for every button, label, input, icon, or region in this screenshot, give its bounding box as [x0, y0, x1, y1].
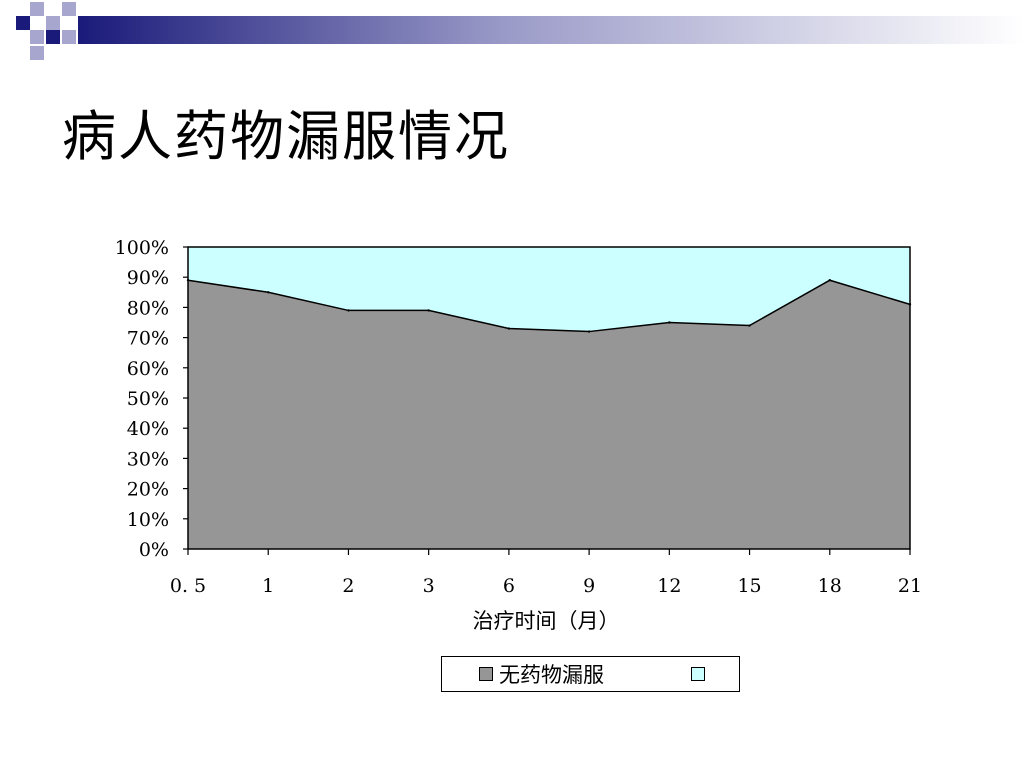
- legend-label: 无药物漏服: [499, 663, 604, 687]
- legend-item-main: 无药物漏服: [479, 662, 604, 687]
- title-decoration: [16, 2, 1024, 60]
- y-tick-label: 70%: [127, 328, 169, 350]
- slide-title: 病人药物漏服情况: [62, 105, 510, 168]
- x-tick-label: 2: [342, 575, 354, 597]
- y-tick-label: 0%: [139, 539, 169, 561]
- y-tick-label: 60%: [127, 358, 169, 380]
- chart-legend: 无药物漏服: [441, 656, 740, 692]
- x-tick-label: 21: [898, 575, 922, 597]
- x-tick-label: 0. 5: [170, 575, 206, 597]
- x-axis-title: 治疗时间（月）: [473, 609, 620, 633]
- data-point: [427, 309, 430, 312]
- y-tick-label: 40%: [127, 418, 169, 440]
- data-point: [267, 291, 270, 294]
- data-point: [668, 321, 671, 324]
- decorative-square: [30, 2, 44, 16]
- legend-swatch: [479, 667, 493, 681]
- legend-swatch: [691, 667, 705, 681]
- y-tick-label: 100%: [115, 237, 169, 259]
- legend-item-remainder: [691, 662, 705, 686]
- x-tick-label: 18: [818, 575, 842, 597]
- decorative-square: [16, 16, 30, 30]
- decorative-square: [46, 16, 60, 30]
- data-point: [828, 279, 831, 282]
- decorative-square: [46, 30, 60, 44]
- y-tick-label: 20%: [127, 479, 169, 501]
- series-main-line: [187, 279, 911, 333]
- x-tick-label: 9: [583, 575, 595, 597]
- x-tick-label: 6: [503, 575, 515, 597]
- x-tick-label: 1: [262, 575, 274, 597]
- decorative-square: [62, 2, 76, 16]
- data-point: [507, 327, 511, 330]
- x-tick-label: 15: [737, 575, 761, 597]
- y-tick-label: 30%: [127, 448, 169, 470]
- y-tick-label: 50%: [127, 388, 169, 410]
- decorative-square: [30, 46, 44, 60]
- y-tick-label: 80%: [127, 297, 169, 319]
- x-tick-label: 12: [657, 575, 681, 597]
- x-tick-label: 3: [423, 575, 435, 597]
- y-tick-label: 90%: [127, 267, 169, 289]
- data-point: [748, 324, 751, 327]
- y-tick-label: 10%: [127, 509, 169, 531]
- data-point: [347, 309, 350, 312]
- data-point: [587, 330, 591, 333]
- decorative-square: [62, 30, 76, 44]
- series-main-area: [188, 280, 910, 549]
- decorative-square: [30, 30, 44, 44]
- decorative-gradient-bar: [78, 16, 1024, 44]
